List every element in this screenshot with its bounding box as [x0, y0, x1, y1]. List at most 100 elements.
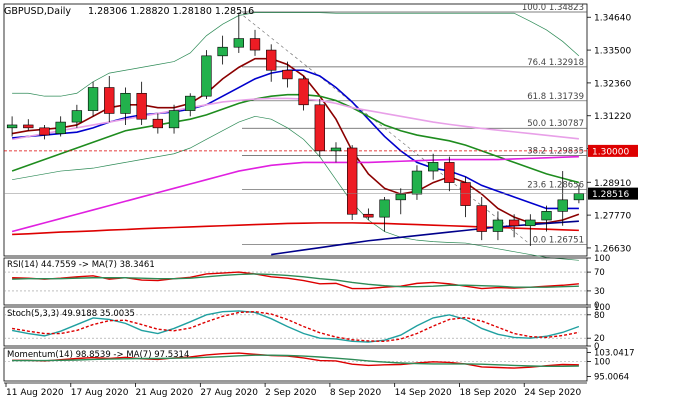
time-tick-label: 24 Sep 2020 [524, 388, 581, 398]
panel-tick-label: 20 [594, 334, 605, 344]
candle-body [136, 92, 147, 120]
time-tick-label: 18 Sep 2020 [459, 388, 516, 398]
panel-title: Stoch(5,3,3) 49.9188 35.0035 [7, 309, 135, 319]
indicator-panels: 100 70 30 0 RSI(14) 44.7559 -> MA(7) 38.3461… [3, 254, 635, 382]
time-tick-label: 14 Sep 2020 [395, 388, 452, 398]
indicator-series-0 [11, 310, 580, 343]
candle-body [23, 124, 34, 129]
candle-body [201, 55, 212, 97]
candle-body [347, 147, 358, 215]
candle-body [71, 110, 83, 123]
candle-body [476, 205, 487, 232]
main-frame [3, 3, 588, 257]
candle-body [87, 87, 99, 111]
panel-tick-label: 103.0417 [594, 348, 635, 358]
ohlc-header: 1.28306 1.28820 1.28180 1.28516 [88, 6, 254, 17]
candle-body [411, 170, 423, 195]
moving-average-3 [11, 155, 579, 233]
price-tick-label: 1.27770 [594, 212, 631, 222]
price-tick-label: 1.34640 [594, 14, 631, 24]
indicator-series-1 [12, 273, 579, 288]
panel-tick-label: 95.0064 [594, 372, 629, 382]
bollinger-upper [12, 12, 580, 97]
candle-body [249, 38, 261, 51]
candle-body [55, 121, 66, 134]
candle-body [152, 118, 164, 129]
fib-trend-line [238, 11, 531, 245]
panel-frame [3, 306, 588, 347]
price-tick-label: 1.28910 [594, 179, 631, 189]
candle-body [185, 95, 196, 111]
time-tick-label: 17 Aug 2020 [71, 388, 129, 398]
candle-body [217, 46, 228, 57]
candle-body [460, 182, 471, 206]
symbol-title: GBPUSD,Daily [4, 6, 71, 17]
indicator-series-1 [12, 354, 579, 367]
indicator-series-1 [11, 310, 580, 343]
moving-average-4 [11, 97, 579, 141]
time-tick-label: 2 Sep 2020 [265, 388, 317, 398]
indicator-panel-0: 100 70 30 0 RSI(14) 44.7559 -> MA(7) 38.3461 [3, 254, 610, 311]
level-price-tag [588, 144, 638, 157]
time-tick-label: 27 Aug 2020 [200, 388, 258, 398]
candle-body [282, 69, 293, 80]
indicator-series-0 [12, 271, 579, 290]
panel-tick-label: 80 [594, 311, 605, 321]
candle-body [525, 219, 536, 227]
candle-body [427, 162, 439, 172]
candle-body [120, 92, 131, 114]
panel-tick-label: 0 [594, 301, 599, 311]
current-price-label: 1.28516 [592, 190, 629, 200]
fib-level-label: 100.0 1.34823 [522, 3, 584, 13]
panel-frame [3, 347, 588, 382]
time-tick-label: 11 Aug 2020 [6, 388, 64, 398]
time-tick-label: 21 Aug 2020 [136, 388, 194, 398]
candle-body [541, 211, 552, 221]
fib-level-label: 38.2 1.29835 [527, 147, 584, 157]
candle-body [444, 162, 455, 183]
candle-body [363, 213, 374, 218]
candle-body [298, 78, 309, 106]
bollinger-lower [12, 115, 579, 261]
fib-level-label: 61.8 1.31739 [527, 92, 584, 102]
indicator-series-0 [12, 352, 579, 369]
candle-body [573, 193, 585, 201]
fib-level-label: 76.4 1.32918 [527, 58, 584, 68]
candle-body [395, 193, 406, 201]
main-price-panel: 1.346401.335001.323601.312201.300801.289… [3, 3, 638, 261]
level-price-label: 1.30000 [592, 147, 629, 157]
candle-body [379, 199, 390, 218]
panel-tick-label: 100 [594, 303, 610, 313]
candle-body [492, 219, 504, 232]
price-tick-label: 1.26630 [594, 244, 631, 254]
candle-body [233, 38, 244, 48]
candle-body [330, 147, 342, 152]
panel-tick-label: 30 [594, 287, 605, 297]
fib-level-label: 50.0 1.30787 [527, 119, 584, 129]
moving-average-2 [11, 93, 580, 184]
panel-tick-label: 100 [594, 358, 610, 368]
price-tick-label: 1.32360 [594, 79, 631, 89]
time-tick-label: 8 Sep 2020 [330, 388, 382, 398]
price-tick-label: 1.31220 [594, 112, 631, 122]
candle-body [168, 110, 180, 129]
candle-body [557, 199, 568, 212]
fib-level-label: 23.6 1.28656 [527, 181, 584, 191]
panel-title: Momentum(14) 98.8539 -> MA(7) 97.5314 [7, 350, 189, 360]
panel-title: RSI(14) 44.7559 -> MA(7) 38.3461 [7, 260, 155, 270]
panel-tick-label: 100 [594, 254, 610, 264]
candle-body [104, 87, 115, 114]
time-axis: 11 Aug 2020 17 Aug 2020 21 Aug 2020 27 Aug … [4, 382, 587, 398]
price-tick-label: 1.33500 [594, 47, 631, 57]
candle-body [39, 127, 50, 136]
candle-body [508, 219, 520, 227]
candle-body [6, 124, 18, 129]
panel-tick-label: 0 [594, 342, 599, 352]
fib-level-label: 0.0 1.26751 [533, 235, 584, 245]
panel-tick-label: 70 [594, 268, 605, 278]
candle-body [314, 104, 325, 152]
panel-frame [3, 257, 588, 306]
